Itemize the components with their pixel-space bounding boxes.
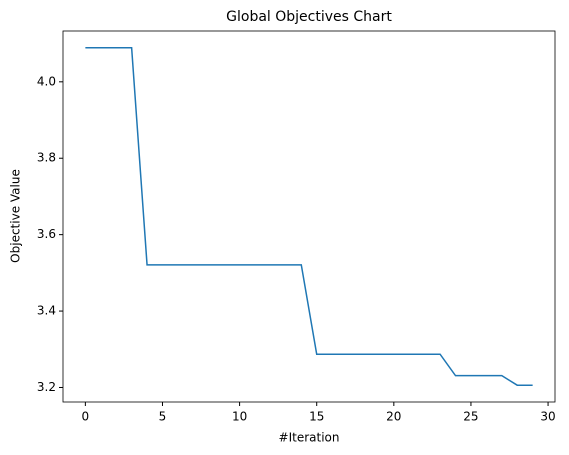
x-tick-label: 20	[386, 410, 401, 424]
x-tick-label: 25	[463, 410, 478, 424]
data-line	[85, 47, 533, 386]
y-tick-label: 3.8	[37, 151, 56, 165]
x-tick-label: 30	[540, 410, 555, 424]
y-tick-label: 3.4	[37, 304, 56, 318]
x-tick-label: 5	[159, 410, 167, 424]
y-tick-label: 3.6	[37, 227, 56, 241]
x-tick-label: 0	[82, 410, 90, 424]
plot-frame	[62, 30, 556, 403]
x-tick-label: 10	[232, 410, 247, 424]
y-axis-label: Objective Value	[9, 169, 23, 263]
x-tick-label: 15	[309, 410, 324, 424]
x-axis-label: #Iteration	[279, 431, 340, 445]
y-tick-label: 3.2	[37, 380, 56, 394]
y-tick-label: 4.0	[37, 74, 56, 88]
chart-title: Global Objectives Chart	[226, 9, 392, 25]
